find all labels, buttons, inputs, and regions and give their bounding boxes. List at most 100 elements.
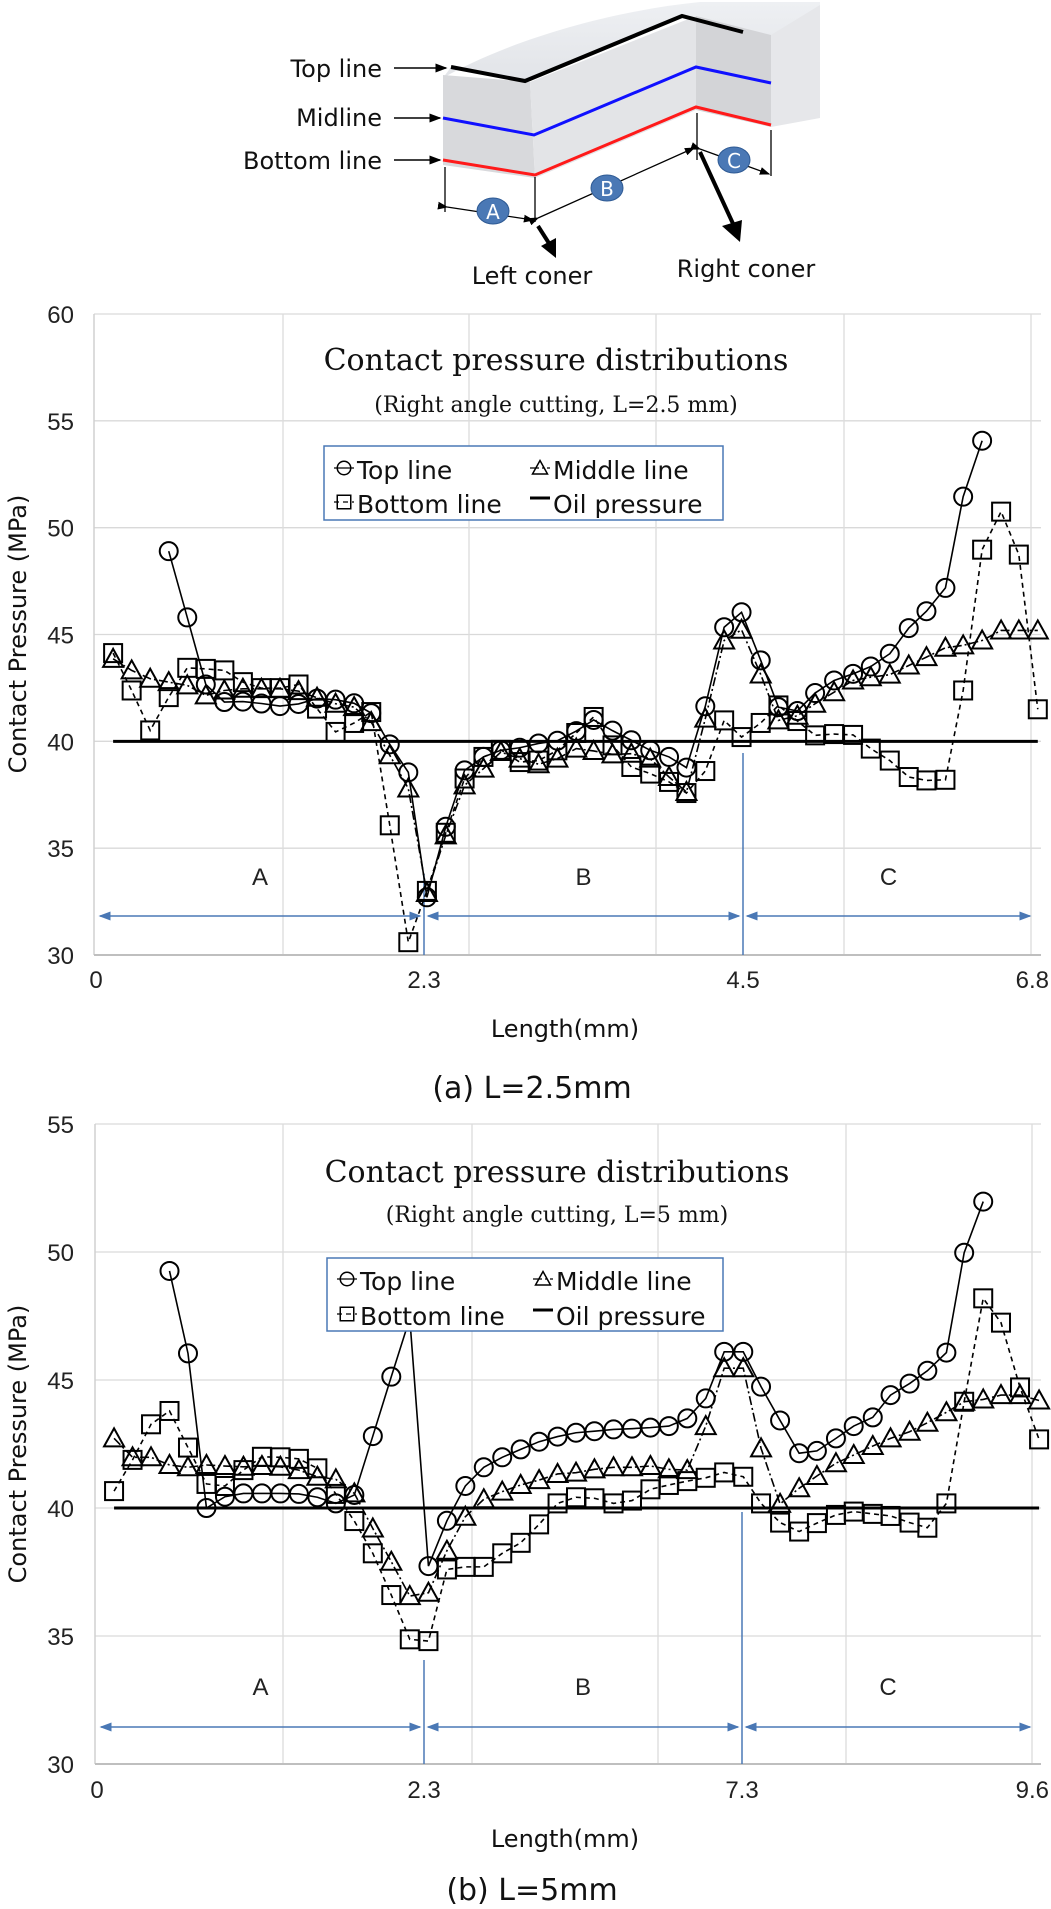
data-point-top-line <box>379 734 400 755</box>
data-point-middle-line <box>194 1452 219 1474</box>
x-tick-label: 2.3 <box>407 1777 440 1804</box>
data-point-top-line <box>806 1440 827 1461</box>
segment-badge-c: C <box>717 146 751 174</box>
data-point-top-line <box>640 740 661 761</box>
chart-grid <box>93 313 1041 956</box>
data-point-bottom-line <box>307 1458 328 1479</box>
data-point-middle-line <box>787 1476 811 1498</box>
data-point-top-line <box>362 1426 383 1447</box>
data-point-top-line <box>825 1428 846 1449</box>
y-tick-label: 60 <box>47 302 74 329</box>
bottom-line-path <box>442 105 772 177</box>
data-point-bottom-line <box>454 768 475 789</box>
data-point-middle-line <box>1026 618 1050 640</box>
data-point-top-line <box>750 650 771 671</box>
data-point-top-line <box>880 1385 901 1406</box>
x-tick-label: 0 <box>90 1777 103 1804</box>
data-point-bottom-line <box>435 822 456 843</box>
data-point-middle-line <box>508 746 532 768</box>
data-point-middle-line <box>842 1442 866 1465</box>
segment-label: C <box>727 149 741 173</box>
data-point-top-line <box>177 607 198 628</box>
data-point-top-line <box>196 1498 217 1518</box>
data-point-middle-line <box>749 1436 773 1458</box>
data-point-bottom-line <box>640 1479 661 1500</box>
data-point-middle-line <box>822 680 846 702</box>
data-point-bottom-line <box>177 1437 198 1458</box>
data-point-top-line <box>770 1410 791 1431</box>
data-point-bottom-line <box>935 769 956 790</box>
data-point-middle-line <box>841 668 865 690</box>
data-point-middle-line <box>619 741 644 763</box>
block-far-face <box>771 5 820 127</box>
data-point-middle-line <box>564 1460 588 1482</box>
y-tick-label: 40 <box>47 729 74 756</box>
x-tick-label: 0 <box>89 967 102 994</box>
data-point-bottom-line <box>953 680 974 701</box>
data-point-bottom-line <box>1008 544 1029 565</box>
data-point-middle-line <box>581 738 606 760</box>
y-tick-label: 35 <box>47 836 74 863</box>
region-label-b: B <box>575 1674 591 1701</box>
axis-ticks: 30 35 40 45 50 55 60 0 2.3 4.5 6.8 <box>47 302 1049 994</box>
data-point-middle-line <box>657 764 681 787</box>
data-point-top-line <box>455 1475 476 1496</box>
data-point-middle-line <box>361 1516 385 1538</box>
left-corner-arrow-icon <box>536 224 556 258</box>
data-point-bottom-line <box>583 706 604 727</box>
data-point-middle-line <box>453 1504 478 1526</box>
data-point-middle-line <box>415 880 439 903</box>
data-point-bottom-line <box>916 770 937 791</box>
data-point-bottom-line <box>344 712 365 733</box>
x-axis-title: Length(mm) <box>491 1825 639 1853</box>
data-point-middle-line <box>693 706 717 728</box>
data-point-bottom-line <box>602 735 623 756</box>
data-point-middle-line <box>638 746 662 768</box>
data-point-bottom-line <box>121 680 142 701</box>
data-point-bottom-line <box>288 674 309 695</box>
data-point-middle-line <box>915 1410 940 1432</box>
data-point-bottom-line <box>214 1475 235 1496</box>
y-tick-label: 30 <box>47 943 74 970</box>
data-point-bottom-line <box>860 738 881 759</box>
data-point-bottom-line <box>584 1488 605 1509</box>
data-point-bottom-line <box>381 1585 402 1606</box>
data-point-bottom-line <box>659 771 680 792</box>
data-point-bottom-line <box>621 756 642 777</box>
series-line-middle-line <box>113 1367 1040 1597</box>
data-point-bottom-line <box>307 698 328 719</box>
data-point-middle-line <box>1008 1383 1032 1405</box>
data-point-middle-line <box>175 673 199 695</box>
data-point-bottom-line <box>159 1400 180 1421</box>
diagram-label-top-line: Top line <box>290 55 382 83</box>
data-point-top-line <box>381 1366 402 1387</box>
chart-series <box>101 430 1050 953</box>
left-corner-label: Left coner <box>472 262 593 290</box>
data-point-top-line <box>972 430 993 451</box>
data-point-middle-line <box>342 695 366 717</box>
data-point-bottom-line <box>843 1501 864 1522</box>
data-point-bottom-line <box>658 1474 679 1495</box>
data-point-bottom-line <box>990 1312 1011 1333</box>
data-point-bottom-line <box>492 1543 513 1564</box>
y-tick-label: 55 <box>47 1112 74 1139</box>
data-point-middle-line <box>452 773 477 795</box>
data-point-middle-line <box>471 756 496 778</box>
data-point-bottom-line <box>473 1556 494 1577</box>
data-point-middle-line <box>785 703 810 725</box>
data-point-middle-line <box>305 1464 330 1486</box>
figure-caption: (b) L=5mm <box>446 1873 617 1908</box>
data-point-top-line <box>733 1341 754 1362</box>
data-point-top-line <box>824 670 845 691</box>
legend-label: Oil pressure <box>556 1302 706 1331</box>
data-point-middle-line <box>102 1426 126 1448</box>
segment-label: B <box>600 177 614 201</box>
axis-ticks: 30 35 40 45 50 55 0 2.3 7.3 9.6 <box>47 1112 1049 1804</box>
data-point-bottom-line <box>490 739 511 760</box>
series-bottom-line <box>103 501 1048 953</box>
data-point-bottom-line <box>1010 1377 1031 1398</box>
data-point-middle-line <box>878 1426 903 1448</box>
data-point-top-line <box>843 1416 864 1437</box>
y-tick-label: 55 <box>47 409 74 436</box>
